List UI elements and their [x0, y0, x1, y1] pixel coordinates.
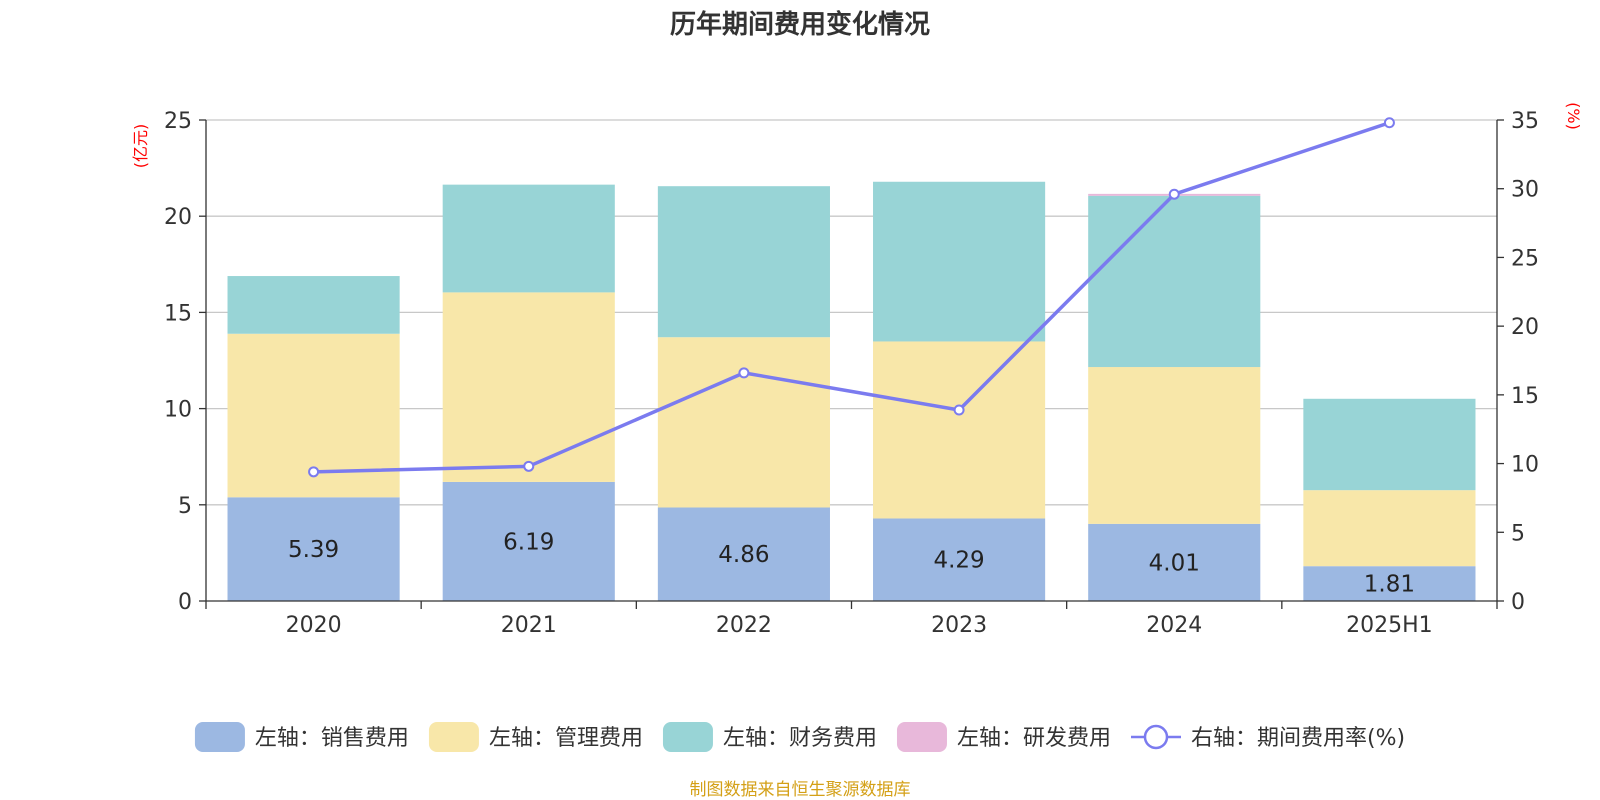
- right-axis-tick-label: 0: [1511, 590, 1525, 615]
- legend-marker: [1143, 724, 1169, 750]
- legend-item-3[interactable]: 左轴：财务费用: [662, 722, 877, 752]
- bar-segment-1: [657, 507, 830, 601]
- bar-segment-3: [1088, 195, 1261, 368]
- left-axis-tick-label: 10: [164, 398, 192, 423]
- left-axis-tick-label: 5: [178, 494, 192, 519]
- rate-point: [953, 404, 965, 416]
- legend-swatch: [428, 722, 479, 752]
- x-axis-tick-label: 2023: [931, 613, 987, 638]
- legend-swatch: [662, 722, 713, 752]
- left-axis-unit: (亿元): [131, 124, 150, 169]
- legend-item-1[interactable]: 左轴：销售费用: [194, 722, 409, 752]
- bar-value-label: 6.19: [503, 529, 554, 555]
- bar-segment-1: [442, 481, 615, 601]
- bar-segment-3: [873, 181, 1046, 342]
- right-axis-tick-label: 10: [1511, 453, 1539, 478]
- bar-segment-1: [1303, 566, 1476, 601]
- legend-item-5[interactable]: 右轴：期间费用率(%): [1130, 724, 1405, 751]
- rate-point: [1383, 117, 1395, 129]
- x-axis-tick-label: 2021: [501, 613, 557, 638]
- bar-segment-3: [227, 276, 400, 334]
- legend-label: 右轴：期间费用率(%): [1191, 726, 1405, 751]
- right-axis-tick-label: 5: [1511, 521, 1525, 546]
- rate-point: [1168, 188, 1180, 200]
- right-axis-tick-label: 30: [1511, 178, 1539, 203]
- rate-point: [738, 367, 750, 379]
- right-axis-tick-label: 15: [1511, 384, 1539, 409]
- x-axis-tick-label: 2022: [716, 613, 772, 638]
- chart-title: 历年期间费用变化情况: [670, 9, 930, 40]
- legend-swatch: [194, 722, 245, 752]
- bar-value-label: 4.29: [933, 548, 984, 574]
- gridlines: [206, 119, 1497, 506]
- legend-item-2[interactable]: 左轴：管理费用: [428, 722, 643, 752]
- legend-label: 左轴：管理费用: [489, 726, 643, 751]
- legend-swatch: [896, 722, 947, 752]
- legend-label: 左轴：研发费用: [957, 726, 1111, 751]
- bar-segment-1: [873, 518, 1046, 601]
- rate-point: [523, 460, 535, 472]
- left-axis-tick-label: 15: [164, 301, 192, 326]
- bar-value-labels: 5.39 6.19 4.86 4.29 4.01 1.81: [288, 529, 1415, 597]
- left-axis-tick-label: 20: [164, 205, 192, 230]
- rate-line-series: [308, 117, 1395, 478]
- legend-item-4[interactable]: 左轴：研发费用: [896, 722, 1111, 752]
- bar-segment-3: [1303, 398, 1476, 491]
- bar-value-label: 1.81: [1364, 572, 1415, 598]
- bar-segment-2: [442, 292, 615, 482]
- right-axis-tick-label: 35: [1511, 109, 1539, 134]
- right-axis-tick-label: 25: [1511, 246, 1539, 271]
- x-axis-tick-label: 2025H1: [1346, 613, 1433, 638]
- legend-label: 左轴：财务费用: [723, 726, 877, 751]
- legend-label: 左轴：销售费用: [255, 726, 409, 751]
- bar-segment-1: [227, 497, 400, 601]
- legend: 左轴：销售费用 左轴：管理费用 左轴：财务费用 左轴：研发费用 右轴：期间费用率(%): [194, 722, 1405, 752]
- x-axis-tick-label: 2024: [1146, 613, 1202, 638]
- bar-segment-1: [1088, 523, 1261, 601]
- bar-segment-3: [657, 186, 830, 338]
- bar-value-label: 4.86: [718, 542, 769, 568]
- right-axis-tick-label: 20: [1511, 315, 1539, 340]
- bar-segment-2: [657, 337, 830, 508]
- rate-line: [313, 121, 1390, 474]
- bar-value-label: 4.01: [1149, 550, 1200, 576]
- axes: 0 5 10 15 20 25 0 5 10 15 20 25 30 35 2020 2021 2022 2023…: [164, 109, 1539, 638]
- rate-point: [308, 466, 320, 478]
- source-note: 制图数据来自恒生聚源数据库: [690, 780, 911, 800]
- bar-segment-3: [442, 184, 615, 293]
- bar-segment-2: [873, 341, 1046, 519]
- right-axis-unit: (%): [1564, 102, 1583, 130]
- left-axis-tick-label: 0: [178, 590, 192, 615]
- left-axis-tick-label: 25: [164, 109, 192, 134]
- bar-value-label: 5.39: [288, 537, 339, 563]
- bar-segment-2: [1303, 490, 1476, 567]
- bar-series: [227, 181, 1476, 601]
- x-axis-tick-label: 2020: [286, 613, 342, 638]
- bar-segment-2: [1088, 367, 1261, 524]
